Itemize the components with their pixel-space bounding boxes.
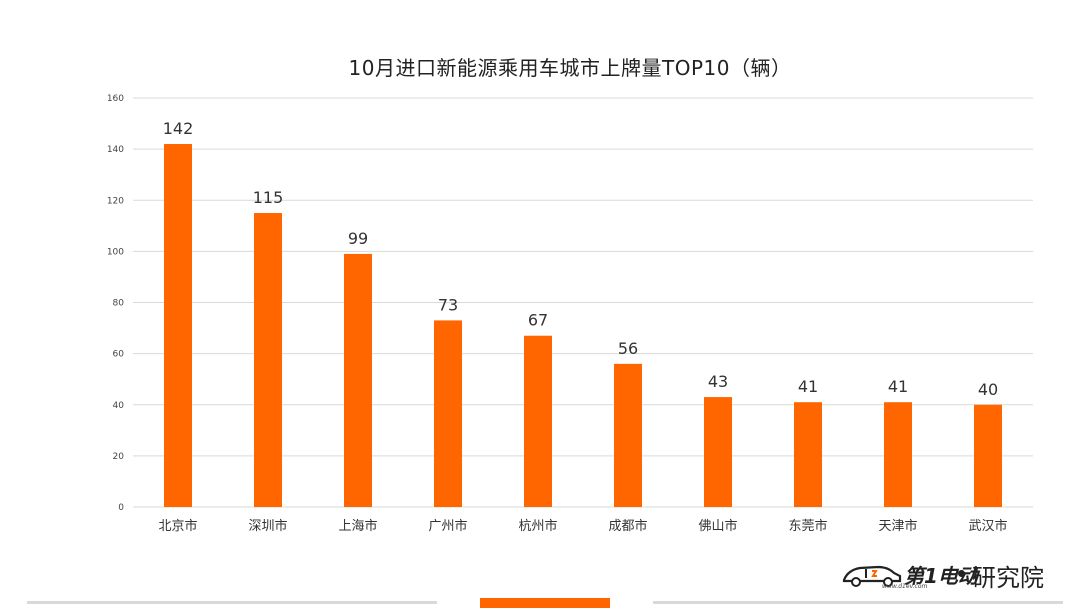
data-label: 73	[438, 295, 458, 314]
brand-url: www.d1ev.com	[882, 583, 928, 590]
data-label: 43	[708, 372, 728, 391]
brand-suffix: 研究院	[972, 564, 1044, 592]
data-label: 99	[348, 229, 368, 248]
x-tick-label: 杭州市	[518, 518, 557, 534]
bar	[254, 213, 282, 507]
x-tick-label: 东莞市	[788, 518, 827, 534]
y-tick-label: 60	[113, 350, 125, 360]
bar	[974, 404, 1002, 507]
bar	[794, 402, 822, 507]
y-tick-label: 140	[107, 145, 124, 155]
y-tick-label: 120	[107, 196, 124, 206]
brand-logo: 第1电动 研究院 www.d1ev.com	[842, 556, 1062, 592]
bar	[344, 253, 372, 507]
data-label: 41	[888, 377, 908, 396]
data-label: 41	[798, 377, 818, 396]
y-tick-label: 160	[107, 94, 124, 104]
x-tick-label: 武汉市	[968, 518, 1007, 534]
x-tick-label: 北京市	[158, 518, 197, 534]
x-tick-label: 广州市	[428, 518, 467, 534]
bar	[524, 335, 552, 507]
footer-accent-bar	[480, 598, 610, 608]
y-tick-label: 100	[107, 247, 124, 257]
x-tick-label: 佛山市	[698, 518, 737, 534]
bar	[884, 402, 912, 507]
x-tick-label: 深圳市	[248, 518, 287, 534]
data-label: 56	[618, 339, 638, 358]
footer-divider-right	[653, 601, 1063, 604]
bar	[164, 144, 192, 507]
data-label: 40	[978, 380, 998, 399]
y-tick-label: 80	[113, 299, 125, 309]
brand-separator	[958, 570, 965, 577]
data-label: 142	[163, 119, 194, 138]
data-label: 67	[528, 311, 548, 330]
bar	[434, 320, 462, 507]
x-tick-label: 成都市	[608, 518, 647, 534]
brand-name: 第1电动	[904, 564, 978, 588]
data-label: 115	[253, 188, 284, 207]
chart-title: 10月进口新能源乘用车城市上牌量TOP10（辆）	[348, 56, 792, 80]
footer-divider-left	[27, 601, 437, 604]
x-tick-label: 天津市	[878, 518, 917, 534]
car-logo-icon	[842, 565, 902, 587]
bar	[704, 397, 732, 507]
y-tick-label: 0	[118, 503, 124, 513]
y-tick-label: 40	[113, 401, 125, 411]
y-tick-label: 20	[113, 452, 125, 462]
x-tick-label: 上海市	[338, 518, 377, 534]
bar	[614, 363, 642, 507]
